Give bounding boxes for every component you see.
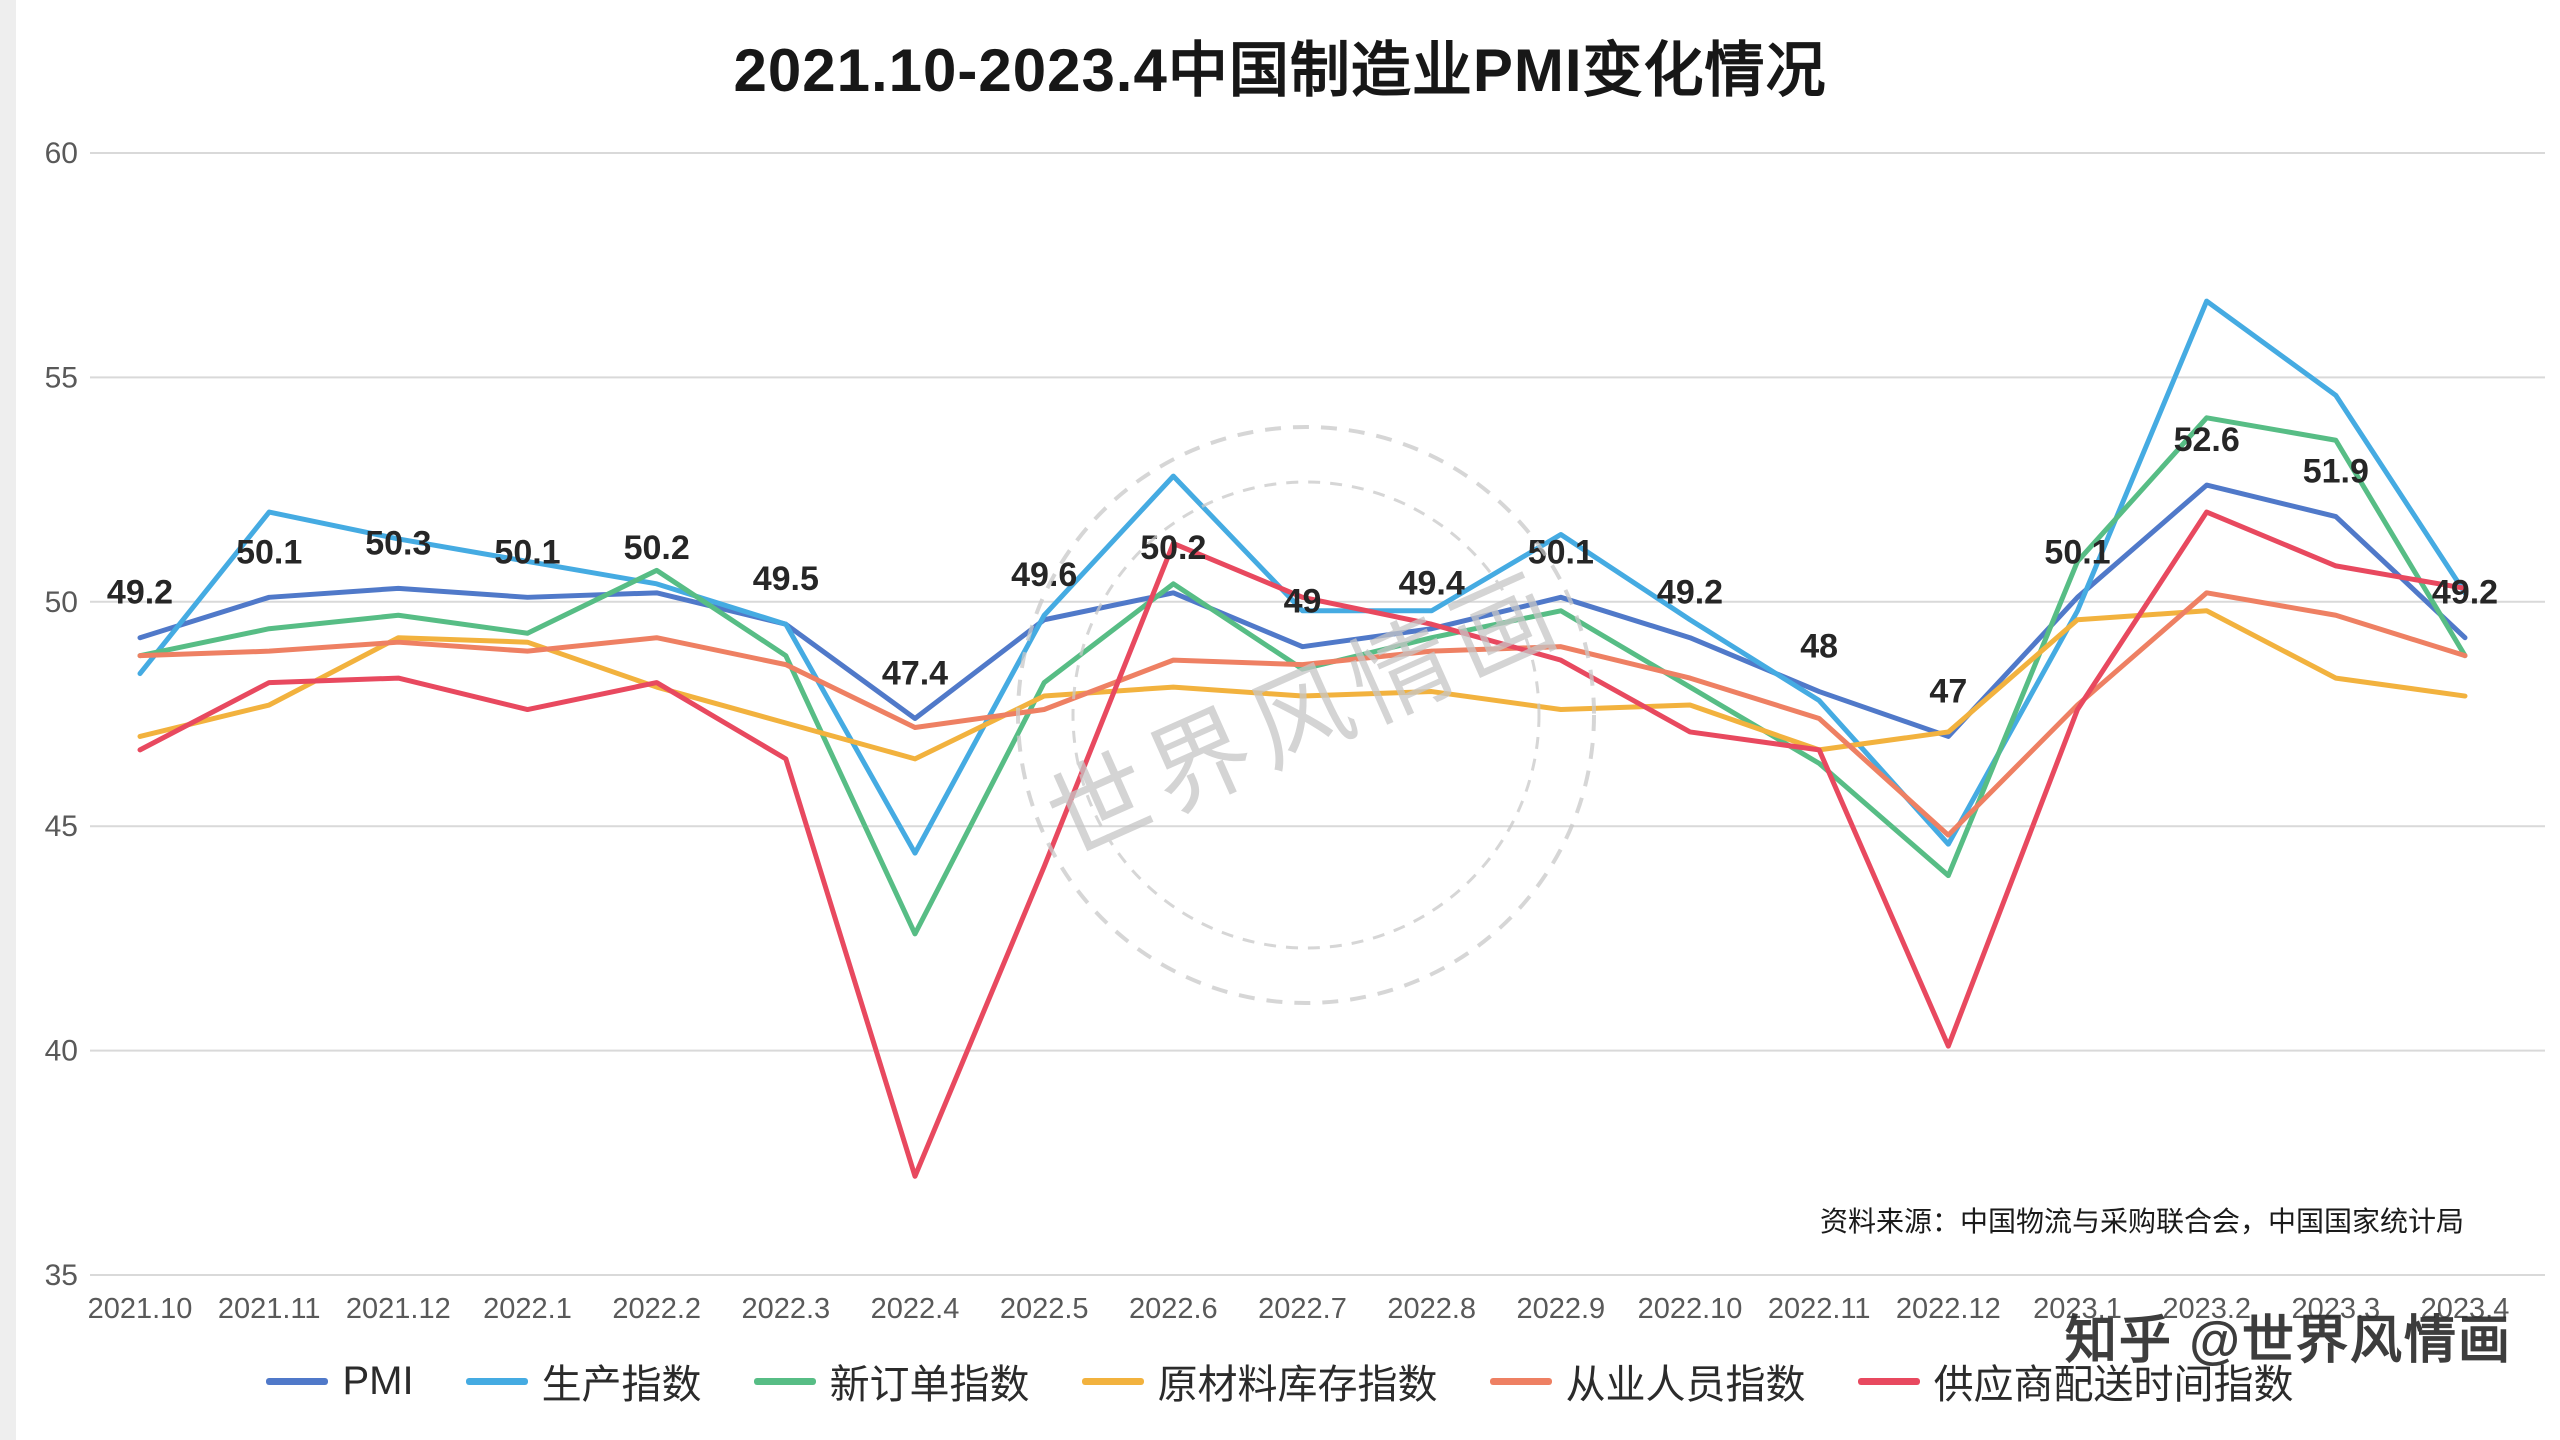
data-labels: 49.2 50.1 50.3 50.1 50.2 49.5 47.4 49.6 50.2 49 49… [107,421,2498,710]
x-axis-tick-label: 2022.2 [612,1293,701,1325]
x-axis-tick-label: 2023.3 [2291,1293,2380,1325]
x-axis-tick-label: 2022.7 [1258,1293,1347,1325]
series-line-新订单指数 [137,415,2468,937]
y-axis-tick-label: 60 [45,137,78,170]
legend-label: 新订单指数 [829,1363,1030,1407]
legend-label: 原材料库存指数 [1157,1363,1438,1407]
x-axis-tick-label: 2021.11 [218,1293,321,1325]
series-line-生产指数 [137,298,2468,856]
legend-item-PMI: PMI [266,1358,414,1404]
series-line-原材料库存指数 [137,608,2468,762]
legend-swatch [1857,1377,1920,1385]
legend-swatch [1489,1377,1552,1385]
legend-item-生产指数: 生产指数 [465,1352,702,1410]
data-label: 50.1 [2044,533,2110,571]
x-axis-tick-label: 2022.4 [871,1293,960,1325]
data-label: 49.5 [753,560,819,598]
x-axis-labels: 2021.10 2021.11 2021.12 2022.1 2022.2 2022.3 2… [88,1293,2510,1325]
data-label: 50.2 [624,529,690,567]
series-lines [137,298,2468,1179]
x-axis-tick-label: 2022.9 [1516,1293,1605,1325]
legend-swatch [1081,1377,1144,1385]
series-line-PMI [137,482,2468,739]
page-edge-strip [0,0,16,1440]
data-label: 47.4 [882,654,948,692]
data-label: 49.4 [1399,565,1465,603]
x-axis-tick-label: 2021.12 [346,1293,451,1325]
source-note: 资料来源：中国物流与采购联合会，中国国家统计局 [1819,1206,2464,1237]
series-line-供应商配送时间指数 [137,509,2468,1179]
legend-swatch [465,1377,528,1385]
data-label: 49.6 [1011,556,1077,594]
data-label: 48 [1800,628,1838,666]
data-label: 49.2 [107,574,173,612]
gridlines: 35 40 45 50 55 60 [45,137,2545,1292]
x-axis-tick-label: 2022.11 [1768,1293,1871,1325]
legend-label: PMI [342,1358,414,1403]
x-axis-tick-label: 2022.5 [1000,1293,1089,1325]
legend-label: 从业人员指数 [1565,1363,1806,1407]
data-label: 52.6 [2174,421,2240,459]
data-label: 50.2 [1140,529,1206,567]
x-axis-tick-label: 2021.10 [88,1293,193,1325]
x-axis-tick-label: 2023.1 [2033,1293,2122,1325]
chart-legend: PMI 生产指数 新订单指数 原材料库存指数 从业人员指数 供应商配送时间指数 [0,1352,2560,1410]
legend-item-新订单指数: 新订单指数 [753,1352,1030,1410]
chart-title: 2021.10-2023.4中国制造业PMI变化情况 [733,37,1827,104]
x-axis-tick-label: 2022.12 [1896,1293,2001,1325]
x-axis-tick-label: 2022.1 [483,1293,572,1325]
watermark-credit: 知乎 @世界风情画 [2064,1312,2512,1370]
data-label: 49.2 [1657,574,1723,612]
legend-item-从业人员指数: 从业人员指数 [1489,1352,1806,1410]
data-label: 49.2 [2432,574,2498,612]
legend-label: 供应商配送时间指数 [1933,1363,2294,1407]
x-axis-tick-label: 2022.8 [1387,1293,1476,1325]
data-label: 51.9 [2303,453,2369,491]
legend-item-供应商配送时间指数: 供应商配送时间指数 [1857,1352,2294,1410]
x-axis-tick-label: 2022.10 [1638,1293,1743,1325]
data-label: 50.1 [494,533,560,571]
y-axis-tick-label: 55 [45,361,78,394]
y-axis-tick-label: 40 [45,1035,78,1068]
data-label: 49 [1284,583,1322,621]
x-axis-tick-label: 2023.4 [2421,1293,2510,1325]
x-axis-tick-label: 2023.2 [2162,1293,2251,1325]
y-axis-tick-label: 35 [45,1259,78,1292]
data-label: 47 [1929,672,1967,710]
legend-swatch [753,1377,816,1385]
legend-label: 生产指数 [541,1363,702,1407]
data-label: 50.3 [365,524,431,562]
legend-swatch [266,1377,329,1385]
y-axis-tick-label: 45 [45,810,78,843]
legend-item-原材料库存指数: 原材料库存指数 [1081,1352,1438,1410]
data-label: 50.1 [1528,533,1594,571]
data-label: 50.1 [236,533,302,571]
x-axis-tick-label: 2022.3 [741,1293,830,1325]
x-axis-tick-label: 2022.6 [1129,1293,1218,1325]
y-axis-tick-label: 50 [45,586,78,619]
